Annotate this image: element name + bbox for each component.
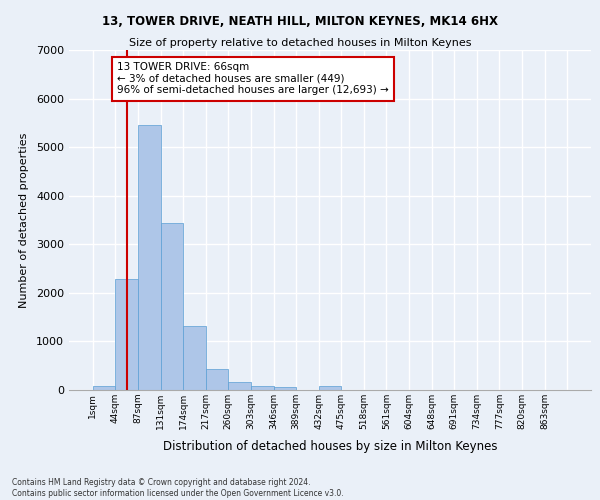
Bar [138, 126, 161, 390]
Bar [93, 386, 115, 390]
Bar [183, 326, 206, 390]
Bar [206, 369, 229, 390]
X-axis label: Distribution of detached houses by size in Milton Keynes: Distribution of detached houses by size … [163, 440, 497, 454]
Text: Contains HM Land Registry data © Crown copyright and database right 2024.
Contai: Contains HM Land Registry data © Crown c… [12, 478, 344, 498]
Y-axis label: Number of detached properties: Number of detached properties [19, 132, 29, 308]
Bar [161, 224, 183, 390]
Bar [251, 386, 274, 390]
Bar [115, 280, 138, 390]
Text: Size of property relative to detached houses in Milton Keynes: Size of property relative to detached ho… [129, 38, 471, 48]
Text: 13 TOWER DRIVE: 66sqm
← 3% of detached houses are smaller (449)
96% of semi-deta: 13 TOWER DRIVE: 66sqm ← 3% of detached h… [117, 62, 389, 96]
Bar [274, 387, 296, 390]
Bar [229, 382, 251, 390]
Text: 13, TOWER DRIVE, NEATH HILL, MILTON KEYNES, MK14 6HX: 13, TOWER DRIVE, NEATH HILL, MILTON KEYN… [102, 15, 498, 28]
Bar [319, 386, 341, 390]
